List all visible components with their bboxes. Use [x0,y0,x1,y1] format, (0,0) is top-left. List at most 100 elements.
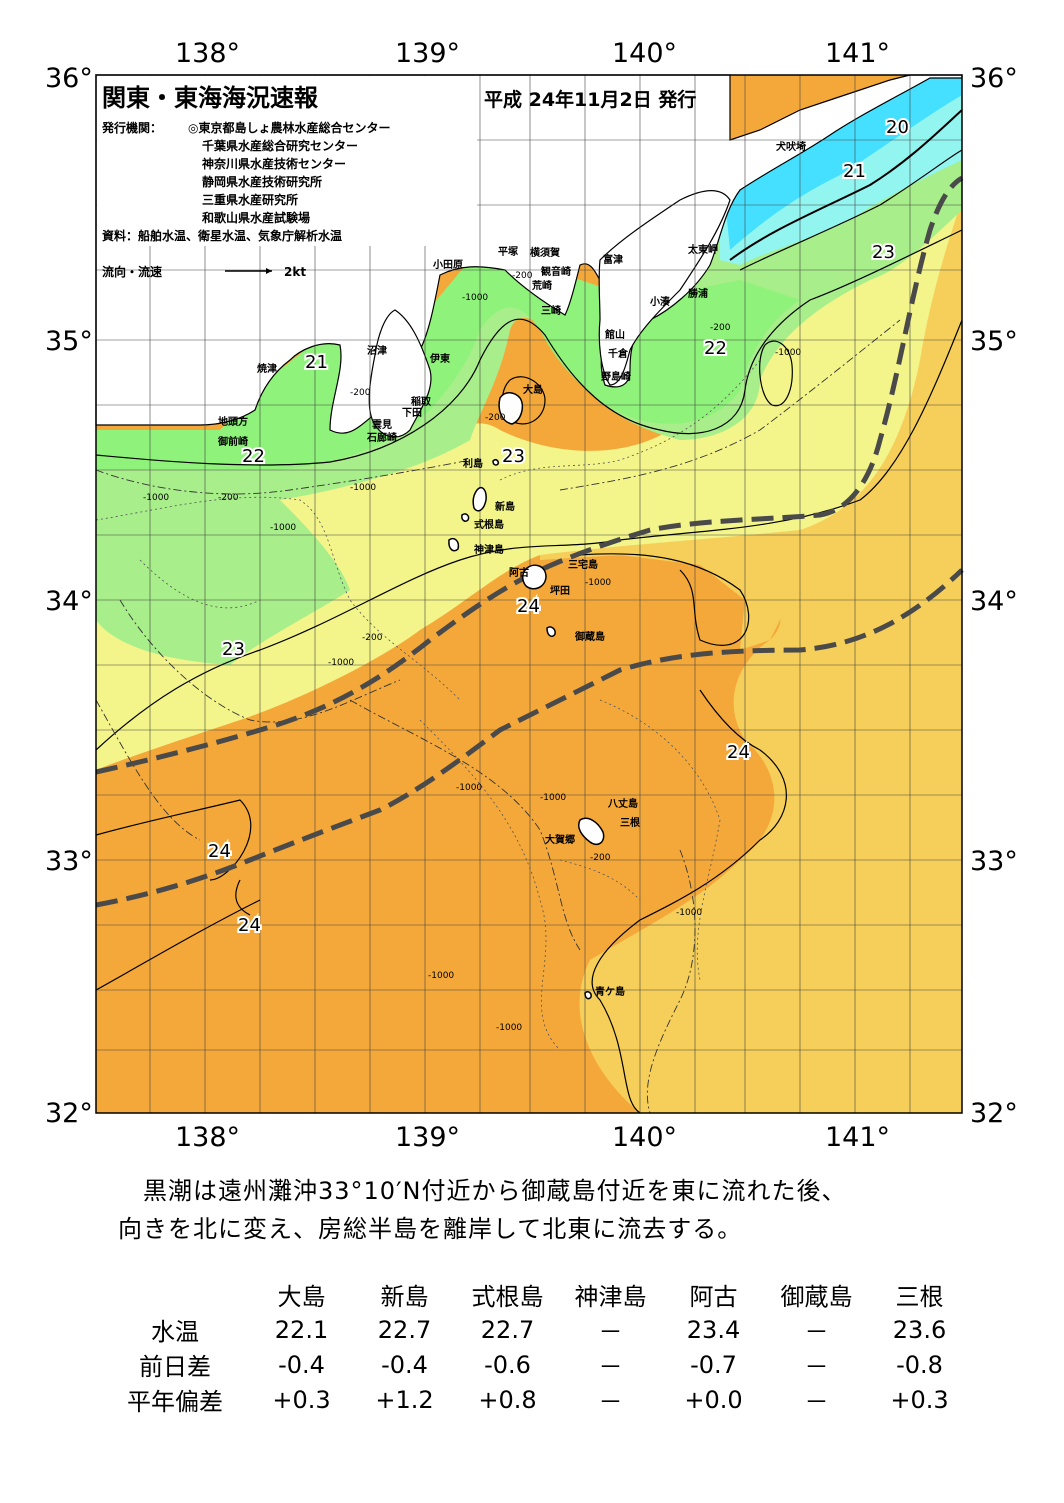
table-cell: -0.6 [484,1350,531,1379]
place-katsuura: 勝浦 [688,287,708,300]
row-header: 水温 [151,1318,199,1346]
table-cell: － [804,1318,829,1346]
column-header: 神津島 [574,1283,647,1311]
table-header-row: 大島 新島 式根島 神津島 阿古 御蔵島 三根 [100,1277,971,1312]
lat-left-32: 32° [45,1098,93,1129]
isotherm-label-22-boso: 22 [704,338,727,359]
lon-top-139: 139° [395,38,460,69]
table-cell: － [598,1388,623,1416]
summary-text: 黒潮は遠州灘沖33°10′N付近から御蔵島付近を東に流れた後、 向きを北に変え、… [118,1172,998,1248]
grid [96,75,962,1113]
flow-legend-label: 流向・流速 [102,264,162,279]
isotherm-label-24-east: 24 [727,742,750,763]
publisher-label: 発行機関： [101,120,162,135]
place-inubosaki: 犬吠埼 [776,140,806,153]
isotherm-label-21-ne: 21 [843,161,866,182]
island-oshima [498,392,524,425]
column-header: 三根 [895,1283,944,1311]
table-cell: +0.3 [890,1385,949,1414]
publisher-5: 三重県水産研究所 [202,192,298,207]
place-mikurajima: 御蔵島 [574,630,605,643]
depth-label: -1000 [676,908,702,918]
place-hiratsuka: 平塚 [498,245,518,258]
depth-label: -200 [350,388,371,398]
lon-bottom-140: 140° [612,1122,677,1153]
island-miyakejima [522,564,547,590]
table-cell: － [804,1388,829,1416]
zone-20 [725,78,962,250]
island-hachijojima [578,817,605,846]
kuroshio-axis [95,175,964,908]
island-shikinejima [461,513,470,522]
flow-legend-arrowhead-icon [266,268,272,274]
place-mine: 三根 [620,816,640,829]
isotherm-label-23-ne: 23 [872,242,895,263]
lat-left-35: 35° [45,326,93,357]
column-header: 御蔵島 [780,1283,853,1311]
depth-label: -1000 [585,578,611,588]
table-cell: +1.2 [375,1385,434,1414]
place-okago: 大賀郷 [545,833,575,846]
table-cell: -0.4 [381,1350,428,1379]
bathymetry-dashdot [95,319,901,1114]
place-ito: 伊東 [429,352,450,365]
table-cell: － [598,1353,623,1381]
place-taitozaki: 太東岬 [687,243,718,256]
publisher-6: 和歌山県水産試験場 [201,210,310,225]
table-cell: － [804,1353,829,1381]
table-cell: -0.4 [278,1350,325,1379]
lon-bottom-139: 139° [395,1122,460,1153]
place-kumomi: 雲見 [372,419,392,431]
place-inatori: 稲取 [411,395,432,408]
depth-label: -1000 [775,348,801,358]
place-aogashima: 青ケ島 [595,985,625,998]
lon-top-141: 141° [825,38,890,69]
place-oshima: 大島 [523,383,543,396]
place-misaki: 三崎 [541,304,561,317]
place-chikura: 千倉 [608,347,629,360]
table-cell: +0.8 [478,1385,537,1414]
place-toshima: 利島 [463,457,483,470]
table-row: 水温 22.1 22.7 22.7 － 23.4 － 23.6 [100,1312,971,1347]
lat-right-33: 33° [970,846,1018,877]
island-aogashima [584,991,592,1000]
island-toshima [492,459,499,466]
lat-right-36: 36° [970,63,1018,94]
place-futtsu: 富津 [603,253,623,266]
row-header: 前日差 [139,1353,211,1381]
place-jitogata: 地頭方 [218,415,248,428]
depth-label: -200 [590,853,611,863]
table-cell: 22.1 [274,1315,329,1344]
island-niijima [472,486,487,512]
isotherm-label-22-omaezaki: 22 [242,446,265,467]
depth-label: -1000 [143,493,169,503]
header-box [97,76,477,246]
depth-label: -1000 [540,793,566,803]
lon-bottom-138: 138° [175,1122,240,1153]
place-yaizu: 焼津 [257,362,277,375]
isotherm-label-24-miyake: 24 [517,596,540,617]
table-row: 平年偏差 +0.3 +1.2 +0.8 － +0.0 － +0.3 [100,1382,971,1417]
publisher-1: ◎東京都島しょ農林水産総合センター [188,120,390,135]
islands [448,392,605,1000]
sea-temperature-map: 関東・東海海況速報 平成 24年11月2日 発行 発行機関： ◎東京都島しょ農林… [45,38,1018,1153]
flow-legend-scale: 2kt [284,265,306,279]
isotherm-label-23-west: 23 [222,639,245,660]
place-yokosuka: 横須賀 [530,246,560,259]
isotherms [95,109,963,1114]
observation-table: 大島 新島 式根島 神津島 阿古 御蔵島 三根 水温 22.1 22.7 22.… [100,1277,971,1417]
table-cell: 23.4 [686,1315,741,1344]
place-tateyama: 館山 [604,328,625,341]
lat-left-33: 33° [45,846,93,877]
data-source: 資料：船舶水温、衛星水温、気象庁解析水温 [102,228,342,243]
table-corner [100,1277,250,1312]
issue-date: 平成 24年11月2日 発行 [484,88,696,111]
column-header: 阿古 [689,1283,738,1311]
depth-label: -1000 [350,483,376,493]
publisher-4: 静岡県水産技術研究所 [202,174,322,189]
lat-right-35: 35° [970,326,1018,357]
depth-label: -200 [710,323,731,333]
place-araizaki: 荒崎 [531,279,552,292]
place-kannonzaki: 観音崎 [541,265,571,278]
depth-label: -200 [218,493,239,503]
